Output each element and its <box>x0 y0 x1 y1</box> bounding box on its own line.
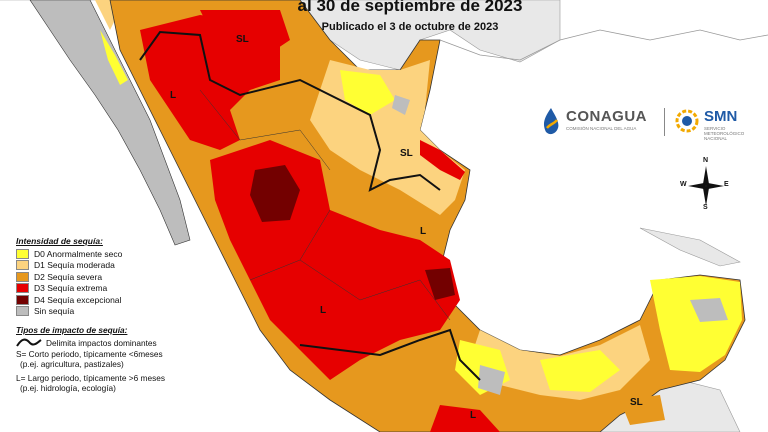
legend-swatch <box>16 248 29 259</box>
mexico-mainland <box>109 0 746 432</box>
legend-swatch <box>16 283 29 294</box>
us-coastline <box>439 29 768 61</box>
map-label-l-west-lower: L <box>320 305 327 316</box>
impact-short-2: (p.ej. agricultura, pastizales) <box>20 359 124 369</box>
legend-label: Sin sequía <box>34 306 75 317</box>
zone-d0-ne <box>340 70 395 115</box>
baja-drought-d0 <box>100 30 128 85</box>
legend-swatch <box>16 271 29 282</box>
impact-legend: Tipos de impacto de sequía: Delimita imp… <box>16 325 266 394</box>
conagua-logo-icon <box>543 108 559 135</box>
zone-none-1 <box>690 298 728 322</box>
map-subtitle: Publicado el 3 de octubre de 2023 <box>321 21 499 33</box>
logo-divider <box>664 108 665 136</box>
legend-title: Intensidad de sequía: <box>16 236 103 246</box>
compass-icon <box>688 166 724 206</box>
impact-title: Tipos de impacto de sequía: <box>16 325 128 335</box>
zone-d3-northeast <box>420 140 465 180</box>
impact-line-label: Delimita impactos dominantes <box>46 338 157 348</box>
legend-item: Sin sequía <box>16 306 266 318</box>
map-label-sl-north: SL <box>236 34 249 45</box>
zone-none-3 <box>392 95 410 115</box>
impact-line-north <box>139 30 441 192</box>
map-label-sl-northeast: SL <box>400 148 413 159</box>
zone-d3-sl <box>200 10 290 60</box>
conagua-name: CONAGUA <box>566 108 647 125</box>
smn-logo-icon <box>675 109 699 133</box>
compass-s: S <box>703 204 708 211</box>
state-lines <box>199 89 451 321</box>
legend-label: D3 Sequía extrema <box>34 283 108 294</box>
compass-rose: N S W E <box>680 157 730 212</box>
impact-line-row: Delimita impactos dominantes <box>16 338 266 349</box>
legend-label: D4 Sequía excepcional <box>34 294 122 305</box>
impact-line-icon <box>16 338 42 347</box>
smn-subtitle: SERVICIO METEOROLÓGICO NACIONAL <box>704 126 745 141</box>
legend-swatch <box>16 260 29 271</box>
zone-d3-south <box>430 405 500 432</box>
baja-california <box>29 0 191 246</box>
map-label-l-west: L <box>170 90 177 101</box>
legend-item: D0 Anormalmente seco <box>16 248 266 260</box>
cuba-land <box>639 227 741 267</box>
impact-long-2: (p.ej. hidrología, ecología) <box>20 383 116 393</box>
zone-d4-chihuahua <box>250 165 300 222</box>
compass-n: N <box>703 157 709 164</box>
smn-name: SMN <box>704 108 738 125</box>
impact-short-1: S= Corto periodo, típicamente <6meses <box>16 348 163 359</box>
legend-item: D2 Sequía severa <box>16 271 266 283</box>
legend-item: D3 Sequía extrema <box>16 283 266 295</box>
legend-label: D1 Sequía moderada <box>34 260 115 271</box>
conagua-subtitle: COMISIÓN NACIONAL DEL AGUA <box>566 126 637 131</box>
map-label-l-center: L <box>420 226 427 237</box>
zone-d4-center <box>425 268 455 300</box>
legend-item: D4 Sequía excepcional <box>16 294 266 306</box>
impact-line-south <box>299 328 481 381</box>
compass-e: E <box>724 181 729 188</box>
map-label-sl-southeast: SL <box>630 397 643 408</box>
legend-swatch <box>16 306 29 317</box>
drought-legend: Intensidad de sequía: D0 Anormalmente se… <box>16 236 266 317</box>
legend-label: D2 Sequía severa <box>34 271 103 282</box>
compass-w: W <box>680 181 687 188</box>
legend-swatch <box>16 294 29 305</box>
map-label-l-south: L <box>470 410 477 421</box>
map-title: al 30 de septiembre de 2023 <box>297 0 523 15</box>
zone-none-2 <box>478 365 505 395</box>
agency-logos: CONAGUA COMISIÓN NACIONAL DEL AGUA SMN S… <box>540 104 760 144</box>
zone-d0-south <box>540 350 620 392</box>
legend-item: D1 Sequía moderada <box>16 260 266 272</box>
impact-long-1: L= Largo periodo, típicamente >6 meses <box>16 372 165 383</box>
zone-d3-se <box>620 395 665 425</box>
legend-label: D0 Anormalmente seco <box>34 248 123 259</box>
